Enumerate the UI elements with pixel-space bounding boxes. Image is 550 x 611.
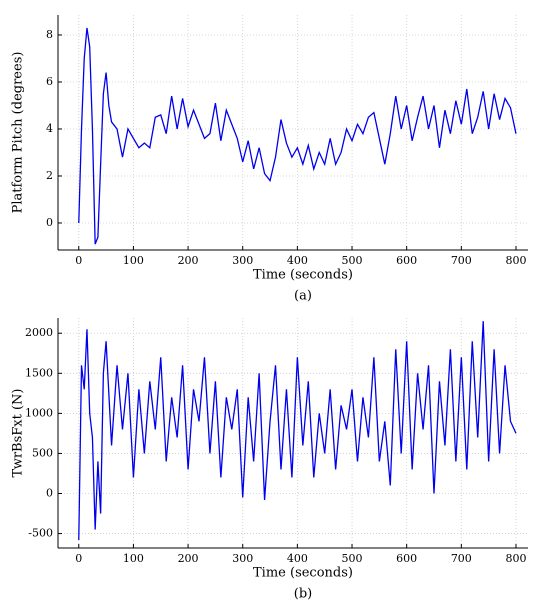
line-series <box>78 321 517 541</box>
x-tick-label: 200 <box>178 552 199 565</box>
x-tick-label: 300 <box>232 254 253 267</box>
x-tick-label: 500 <box>342 254 363 267</box>
x-tick-label: 400 <box>287 552 308 565</box>
x-tick-label: 400 <box>287 254 308 267</box>
x-tick-label: 700 <box>451 552 472 565</box>
line-series <box>78 27 517 245</box>
x-tick-label: 100 <box>123 254 144 267</box>
y-axis-label: Platform Pitch (degrees) <box>11 52 26 214</box>
x-tick-label: 800 <box>505 254 526 267</box>
x-axis-label: Time (seconds) <box>253 268 353 283</box>
x-tick-label: 100 <box>123 552 144 565</box>
caption: (b) <box>294 587 312 602</box>
y-tick-label: 0 <box>46 216 53 229</box>
y-tick-label: 1000 <box>25 406 53 419</box>
y-tick-label: 1500 <box>25 366 53 379</box>
y-tick-label: 8 <box>46 28 53 41</box>
caption: (a) <box>294 289 312 304</box>
x-tick-label: 0 <box>75 254 82 267</box>
x-tick-label: 0 <box>75 552 82 565</box>
x-tick-label: 600 <box>396 552 417 565</box>
y-tick-label: 2000 <box>25 326 53 339</box>
x-tick-label: 300 <box>232 552 253 565</box>
y-tick-label: -500 <box>28 527 53 540</box>
x-tick-label: 700 <box>451 254 472 267</box>
y-axis-label: TwrBsFxt (N) <box>11 388 26 477</box>
x-tick-label: 800 <box>505 552 526 565</box>
y-tick-label: 0 <box>46 487 53 500</box>
x-axis-label: Time (seconds) <box>253 566 353 581</box>
x-tick-label: 200 <box>178 254 199 267</box>
y-tick-label: 2 <box>46 169 53 182</box>
x-tick-label: 500 <box>342 552 363 565</box>
x-tick-label: 600 <box>396 254 417 267</box>
y-tick-label: 6 <box>46 75 53 88</box>
y-tick-label: 4 <box>46 122 53 135</box>
y-tick-label: 500 <box>32 446 53 459</box>
